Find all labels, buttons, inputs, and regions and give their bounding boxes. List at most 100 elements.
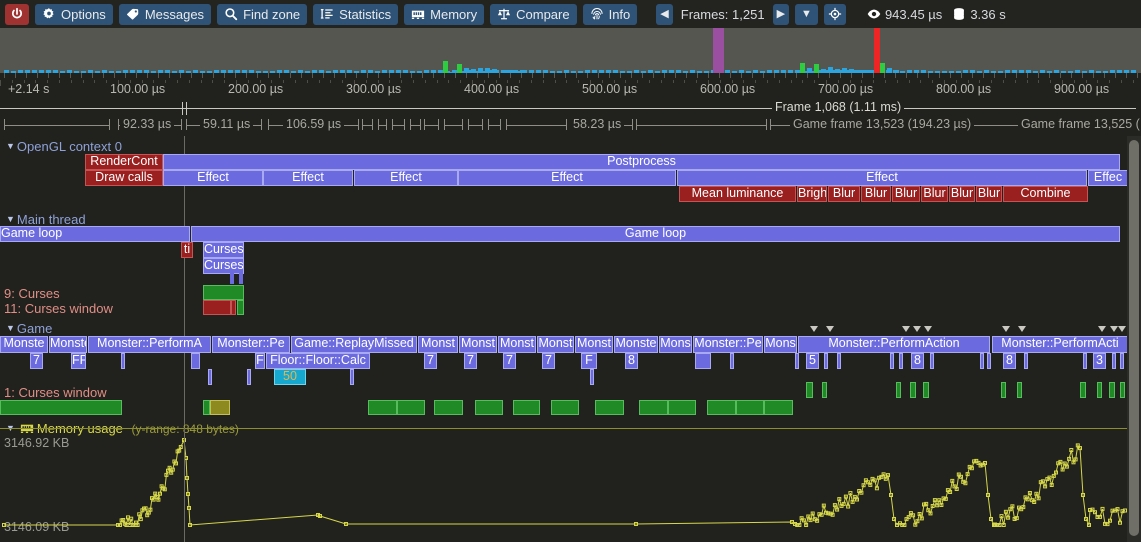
minimap-frame-bar[interactable] — [1068, 71, 1073, 73]
minimap-frame-bar[interactable] — [739, 70, 744, 73]
minimap-frame-bar[interactable] — [298, 70, 303, 73]
minimap-frame-bar[interactable] — [354, 71, 359, 73]
minimap-frame-bar[interactable] — [158, 70, 163, 73]
minimap-frame-bar[interactable] — [753, 70, 758, 73]
minimap-frame-bar[interactable] — [863, 70, 868, 73]
timeline-zone[interactable]: 50 — [274, 369, 306, 385]
vertical-scrollbar[interactable] — [1127, 136, 1141, 542]
minimap-frame-bar[interactable] — [67, 70, 72, 73]
minimap-frame-bar[interactable] — [880, 63, 885, 73]
timeline-zone[interactable] — [730, 353, 734, 369]
find-zone-button[interactable]: Find zone — [217, 3, 308, 25]
subthread-bar[interactable] — [551, 400, 579, 415]
minimap-frame-bar[interactable] — [263, 71, 268, 73]
minimap-frame-bar[interactable] — [443, 61, 448, 73]
memory-button[interactable]: Memory — [404, 3, 485, 25]
main-thread-zone-row-1[interactable]: ti Curses — [0, 242, 1128, 258]
timeline-zone[interactable]: 8 — [1003, 353, 1016, 369]
minimap-frame-bar[interactable] — [88, 70, 93, 73]
minimap-frame-bar[interactable] — [550, 71, 555, 73]
subthread-bar[interactable] — [806, 382, 813, 398]
minimap-frame-bar[interactable] — [536, 70, 541, 73]
minimap-frame-bar[interactable] — [403, 70, 408, 73]
minimap-frame-bar[interactable] — [312, 70, 317, 73]
timeline-zone[interactable]: Mons — [764, 336, 797, 353]
timeline-zone[interactable]: Monster::PerformAction — [798, 336, 990, 353]
minimap-frame-bar[interactable] — [506, 70, 511, 73]
timeline-zone[interactable]: Effect — [263, 170, 353, 186]
minimap-frame-bar[interactable] — [1061, 71, 1066, 73]
timeline-zone[interactable]: Monster::PerformActi — [992, 336, 1128, 353]
minimap-frame-bar[interactable] — [1089, 70, 1094, 73]
minimap-frame-bar[interactable] — [32, 70, 37, 73]
minimap-frame-bar[interactable] — [186, 71, 191, 73]
timeline-zone[interactable]: Monste — [0, 336, 48, 353]
section-header-game[interactable]: ▼ Game — [6, 321, 52, 336]
minimap-frame-bar[interactable] — [1124, 70, 1129, 73]
minimap-frame-bar[interactable] — [11, 71, 16, 73]
minimap-frame-bar[interactable] — [585, 70, 590, 73]
timeline-zone[interactable]: Monst — [418, 336, 458, 353]
minimap-frame-bar[interactable] — [949, 71, 954, 73]
minimap-frame-bar[interactable] — [1019, 70, 1024, 73]
minimap-frame-bar[interactable] — [956, 71, 961, 73]
minimap-frame-bar[interactable] — [800, 63, 805, 73]
minimap-frame-bar[interactable] — [270, 71, 275, 73]
minimap-frame-bar[interactable] — [998, 71, 1003, 73]
timeline-zone[interactable]: Monster::PerformA — [88, 336, 211, 353]
minimap-frame-bar[interactable] — [599, 70, 604, 73]
minimap-frame-bar[interactable] — [396, 70, 401, 73]
minimap-frame-bar[interactable] — [746, 71, 751, 73]
opengl-zone-row-2[interactable]: Mean luminance Brigh Blur Blur Blur Blur Blur B… — [0, 186, 1128, 202]
collapse-triangle-icon[interactable]: ▼ — [6, 323, 15, 333]
minimap-frame-bar[interactable] — [767, 70, 772, 73]
minimap-frame-bar[interactable] — [662, 70, 667, 73]
subthread-bar[interactable] — [910, 382, 916, 398]
minimap-frame-bar[interactable] — [894, 70, 899, 73]
timeline-zone[interactable] — [930, 353, 934, 369]
subthread-bar[interactable] — [203, 400, 210, 415]
minimap-frame-bar[interactable] — [424, 70, 429, 73]
timeline-zone[interactable]: 7 — [30, 353, 43, 369]
minimap-frame-bar[interactable] — [529, 70, 534, 73]
timeline-zone[interactable]: Blur — [861, 186, 891, 202]
minimap-frame-bar[interactable] — [450, 72, 455, 73]
subthread-bar[interactable] — [1017, 382, 1022, 398]
minimap-frame-bar[interactable] — [235, 70, 240, 73]
minimap-frame-bar[interactable] — [277, 70, 282, 73]
minimap-frame-bar[interactable] — [333, 70, 338, 73]
collapse-triangle-icon[interactable]: ▼ — [6, 141, 15, 151]
minimap-frame-bar[interactable] — [228, 70, 233, 73]
main-thread-zone-row-2[interactable]: Curses — [0, 258, 1128, 274]
timeline-zone[interactable]: Curses — [203, 242, 244, 258]
minimap-frame-bar[interactable] — [1103, 71, 1108, 73]
timeline-zone[interactable]: Effect — [677, 170, 1087, 186]
minimap-frame-bar[interactable] — [137, 70, 142, 73]
minimap-frame-bar[interactable] — [564, 70, 569, 73]
timeline-zone[interactable]: Effect — [458, 170, 676, 186]
timeline-zone[interactable] — [987, 353, 991, 369]
minimap-frame-bar[interactable] — [53, 70, 58, 73]
minimap-frame-bar[interactable] — [1117, 70, 1122, 73]
timeline-zone[interactable]: Blur — [921, 186, 948, 202]
minimap-frame-bar[interactable] — [1096, 71, 1101, 73]
timeline-zone[interactable]: RenderCont — [85, 154, 163, 170]
time-ruler[interactable]: +2.14 s 100.00 µs 200.00 µs 300.00 µs 400.00… — [0, 80, 1141, 100]
subthread-bar[interactable] — [639, 400, 668, 415]
timeline-zone[interactable]: Brigh — [797, 186, 827, 202]
timeline-zone[interactable]: Combine — [1003, 186, 1088, 202]
zone-bracket-row[interactable]: 92.33 µs 59.11 µs 106.59 µs 58.23 µs Game fr… — [0, 116, 1141, 136]
minimap-frame-bar[interactable] — [795, 70, 800, 73]
minimap-frame-bar[interactable] — [492, 69, 497, 73]
minimap-frame-bar[interactable] — [74, 71, 79, 73]
next-frame-button[interactable]: ▶ — [772, 3, 790, 25]
timeline-zone[interactable]: ti — [181, 242, 193, 258]
timeline-zone[interactable]: Game::ReplayMissed — [291, 336, 417, 353]
minimap-frame-bar[interactable] — [389, 70, 394, 73]
minimap-frame-bar[interactable] — [807, 68, 812, 73]
collapse-triangle-icon[interactable]: ▼ — [6, 214, 15, 224]
minimap-frame-bar[interactable] — [928, 71, 933, 73]
subthread-bar[interactable] — [434, 400, 463, 415]
minimap-frame-bar[interactable] — [697, 71, 702, 73]
minimap-frame-bar[interactable] — [361, 70, 366, 73]
